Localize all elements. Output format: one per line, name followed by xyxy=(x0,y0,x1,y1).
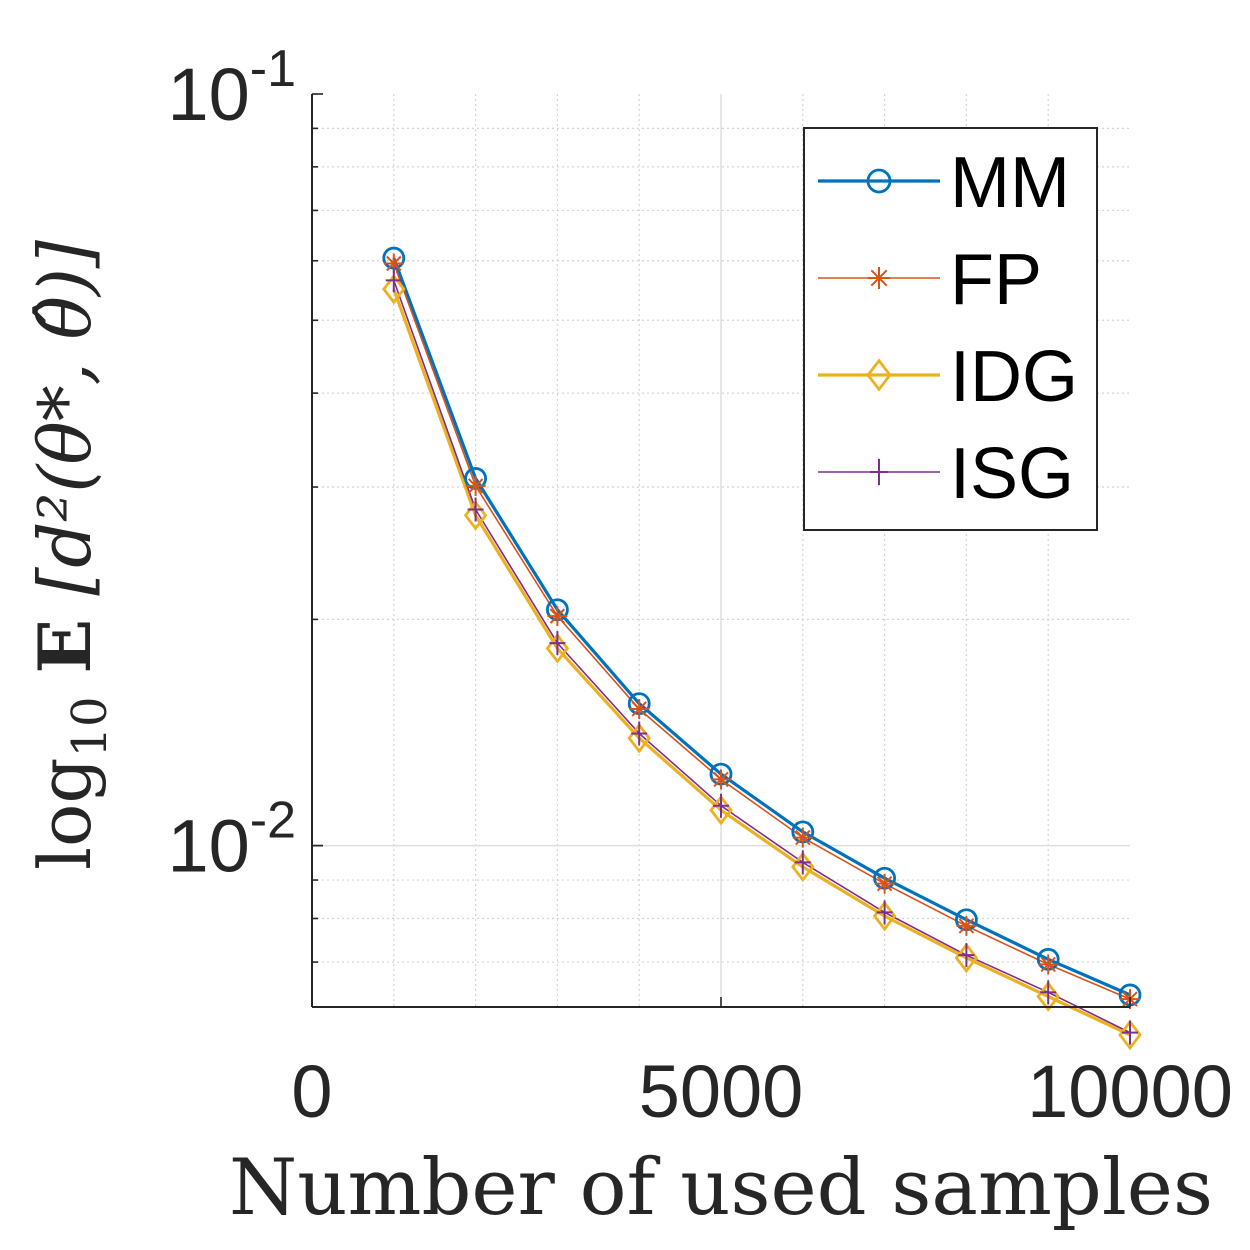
y-tick-base: 10 xyxy=(167,53,249,136)
x-tick-labels: 0 5000 10000 xyxy=(291,1050,1232,1133)
y-label-expression: [d²(θ*, θ̂)] xyxy=(23,239,107,596)
legend-label: IDG xyxy=(950,337,1078,417)
marker-asterisk xyxy=(868,267,890,289)
marker-plus xyxy=(794,850,811,875)
y-tick-label: 10-2 xyxy=(167,792,296,888)
legend-item-isg: ISG xyxy=(818,434,1074,514)
legend-item-fp: FP xyxy=(818,240,1042,320)
series-line-idg xyxy=(392,288,1131,1037)
legend-item-mm: MM xyxy=(818,143,1070,223)
marker-plus xyxy=(870,458,888,486)
series-line-fp xyxy=(393,263,1131,1000)
marker-plus xyxy=(467,497,484,522)
marker-plus xyxy=(631,721,648,746)
marker-diamond xyxy=(382,273,406,305)
series-markers-isg xyxy=(385,268,1138,1045)
marker-diamond xyxy=(866,358,892,392)
x-tick-label: 0 xyxy=(291,1050,332,1133)
marker-asterisk xyxy=(792,827,813,848)
marker-asterisk xyxy=(465,475,486,496)
marker-asterisk xyxy=(711,769,731,790)
legend-label: ISG xyxy=(950,434,1074,514)
marker-asterisk xyxy=(629,698,650,719)
legend-label: FP xyxy=(950,240,1042,320)
x-tick-label: 10000 xyxy=(1027,1050,1233,1133)
marker-plus xyxy=(385,268,402,293)
marker-plus xyxy=(1040,980,1057,1005)
marker-asterisk xyxy=(874,873,895,894)
axes xyxy=(311,93,1131,1008)
x-axis-label: Number of used samples xyxy=(229,1143,1213,1233)
marker-plus xyxy=(713,793,729,818)
y-tick-label: 10-1 xyxy=(167,40,296,136)
legend-box xyxy=(803,127,1098,531)
marker-circle xyxy=(866,168,892,194)
y-tick-base: 10 xyxy=(167,805,249,888)
legend-item-idg: IDG xyxy=(818,337,1078,417)
marker-asterisk xyxy=(1038,954,1059,975)
y-axis-label: log10 E [d²(θ*, θ̂)] xyxy=(22,239,118,870)
marker-asterisk xyxy=(547,606,568,627)
y-label-subscript: 10 xyxy=(62,696,118,757)
series-line-isg xyxy=(393,280,1131,1034)
y-tick-exponent: -2 xyxy=(250,792,296,850)
marker-asterisk xyxy=(956,915,977,936)
y-tick-exponent: -1 xyxy=(250,40,296,98)
y-tick-labels: 10-110-2 xyxy=(167,40,296,888)
marker-plus xyxy=(958,943,975,968)
legend-label: MM xyxy=(950,143,1070,223)
svg-text:log10 E [d²(θ*, θ̂)]: log10 E [d²(θ*, θ̂)] xyxy=(22,239,118,870)
marker-plus xyxy=(876,900,893,925)
y-label-log: log xyxy=(23,758,107,870)
marker-plus xyxy=(549,631,566,656)
x-tick-label: 5000 xyxy=(639,1050,804,1133)
y-label-expectation: E xyxy=(22,619,107,674)
series-lines xyxy=(392,257,1131,1037)
marker-diamond xyxy=(954,942,979,974)
marker-diamond xyxy=(463,500,488,531)
series-line-mm xyxy=(392,257,1131,997)
marker-plus xyxy=(1122,1020,1138,1045)
legend: MM FP IDG ISG xyxy=(803,127,1098,531)
marker-diamond xyxy=(1118,1019,1142,1051)
